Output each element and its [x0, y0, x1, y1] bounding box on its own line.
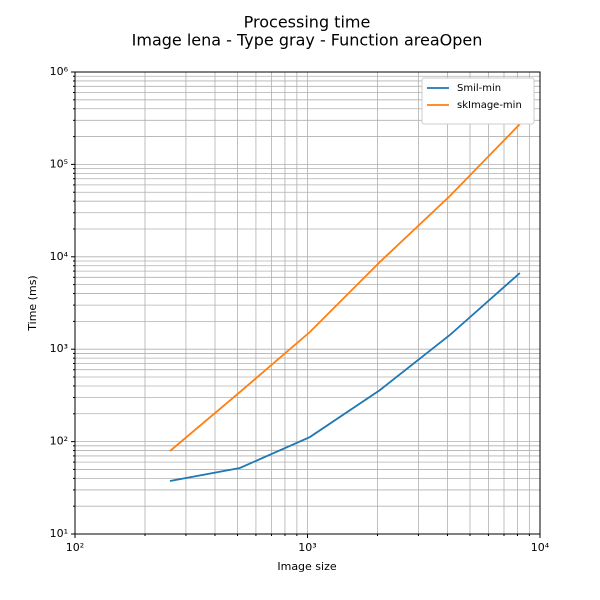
series-line: [169, 123, 521, 452]
plot-frame: [74, 71, 541, 535]
y-tick-label: 10²: [50, 435, 68, 448]
x-tick-label: 10²: [66, 541, 84, 554]
chart-title: Processing time: [244, 13, 371, 32]
y-axis-label: Time (ms): [26, 275, 39, 331]
series-line: [169, 272, 521, 482]
legend-box: [421, 77, 535, 125]
y-tick-label: 10¹: [50, 527, 68, 540]
x-axis-label: Image size: [277, 560, 337, 573]
y-tick-label: 10⁵: [50, 157, 68, 170]
x-tick-label: 10⁴: [531, 541, 550, 554]
y-tick-label: 10⁶: [50, 65, 69, 78]
legend-label: skImage-min: [457, 100, 522, 111]
x-tick-label: 10³: [298, 541, 316, 554]
y-tick-label: 10⁴: [50, 250, 69, 263]
chart-subtitle: Image lena - Type gray - Function areaOp…: [132, 31, 483, 50]
legend-label: Smil-min: [457, 83, 501, 94]
y-tick-label: 10³: [50, 342, 68, 355]
